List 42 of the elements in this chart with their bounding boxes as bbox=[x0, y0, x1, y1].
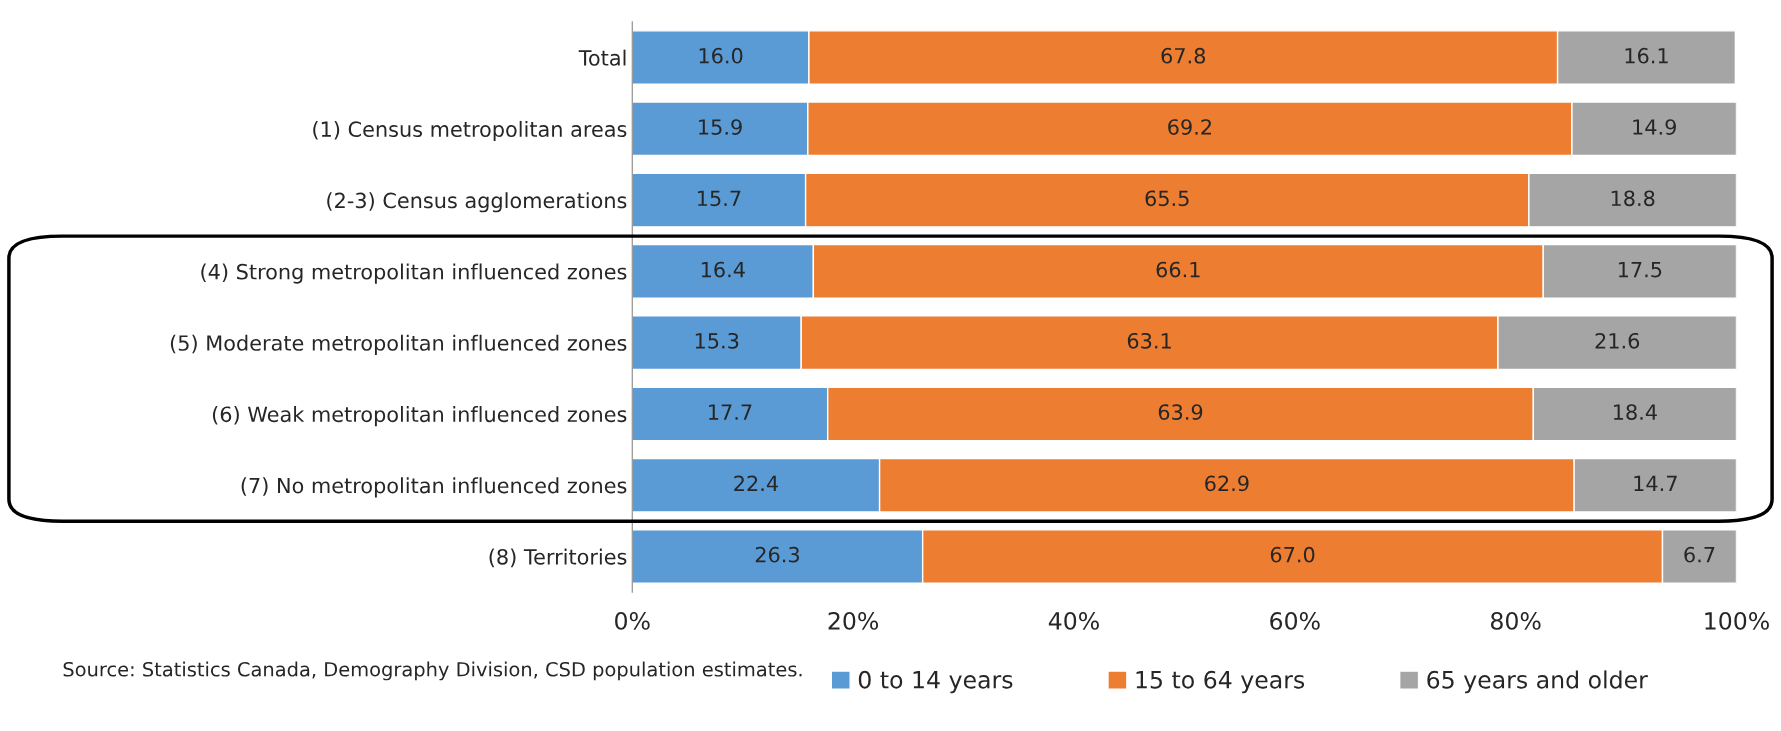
x-tick-label: 20% bbox=[828, 611, 879, 630]
data-label: 14.7 bbox=[1634, 475, 1677, 491]
y-tick-label: (4) Strong metropolitan influenced zones bbox=[201, 263, 627, 284]
data-label: 18.8 bbox=[1611, 190, 1655, 207]
data-label: 22.4 bbox=[734, 475, 778, 491]
data-label: 16.1 bbox=[1625, 47, 1668, 64]
legend-label: 0 to 14 years bbox=[858, 670, 1013, 694]
x-tick-label: 40% bbox=[1048, 611, 1099, 630]
data-label: 66.1 bbox=[1156, 261, 1200, 278]
data-label: 67.0 bbox=[1270, 546, 1315, 563]
y-tick-label: (5) Moderate metropolitan influenced zones bbox=[170, 334, 627, 355]
legend-label: 65 years and older bbox=[1427, 670, 1648, 694]
y-tick-label: Total bbox=[578, 49, 626, 66]
data-label: 62.9 bbox=[1205, 475, 1249, 492]
data-label: 16.4 bbox=[701, 261, 745, 278]
data-label: 14.9 bbox=[1633, 119, 1676, 135]
data-label: 63.1 bbox=[1127, 332, 1171, 349]
data-label: 15.9 bbox=[699, 119, 742, 135]
legend-label: 15 to 64 years bbox=[1136, 670, 1305, 694]
data-label: 67.8 bbox=[1161, 47, 1206, 64]
data-label: 63.9 bbox=[1158, 404, 1203, 420]
data-label: 26.3 bbox=[755, 546, 799, 563]
data-label: 16.0 bbox=[699, 47, 743, 64]
y-tick-label: (8) Territories bbox=[489, 548, 627, 568]
x-tick-label: 0% bbox=[615, 611, 650, 630]
data-label: 21.6 bbox=[1595, 332, 1640, 349]
source-note: Source: Statistics Canada, Demography Division, CSD population estimates. bbox=[63, 661, 802, 681]
x-tick-label: 80% bbox=[1490, 611, 1541, 630]
data-label: 69.2 bbox=[1168, 119, 1211, 135]
data-label: 17.7 bbox=[709, 404, 752, 420]
y-tick-label: (2-3) Census agglomerations bbox=[327, 192, 627, 213]
x-tick-label: 60% bbox=[1270, 611, 1320, 630]
data-label: 6.7 bbox=[1684, 546, 1715, 563]
data-label: 15.3 bbox=[695, 332, 739, 349]
data-label: 18.4 bbox=[1613, 404, 1657, 420]
data-label: 17.5 bbox=[1618, 261, 1662, 278]
data-label: 65.5 bbox=[1145, 190, 1189, 207]
y-tick-label: (7) No metropolitan influenced zones bbox=[241, 477, 627, 498]
y-tick-label: (1) Census metropolitan areas bbox=[313, 120, 627, 142]
y-tick-label: (6) Weak metropolitan influenced zones bbox=[212, 406, 627, 427]
data-label: 15.7 bbox=[698, 190, 741, 207]
x-tick-label: 100% bbox=[1705, 611, 1769, 630]
